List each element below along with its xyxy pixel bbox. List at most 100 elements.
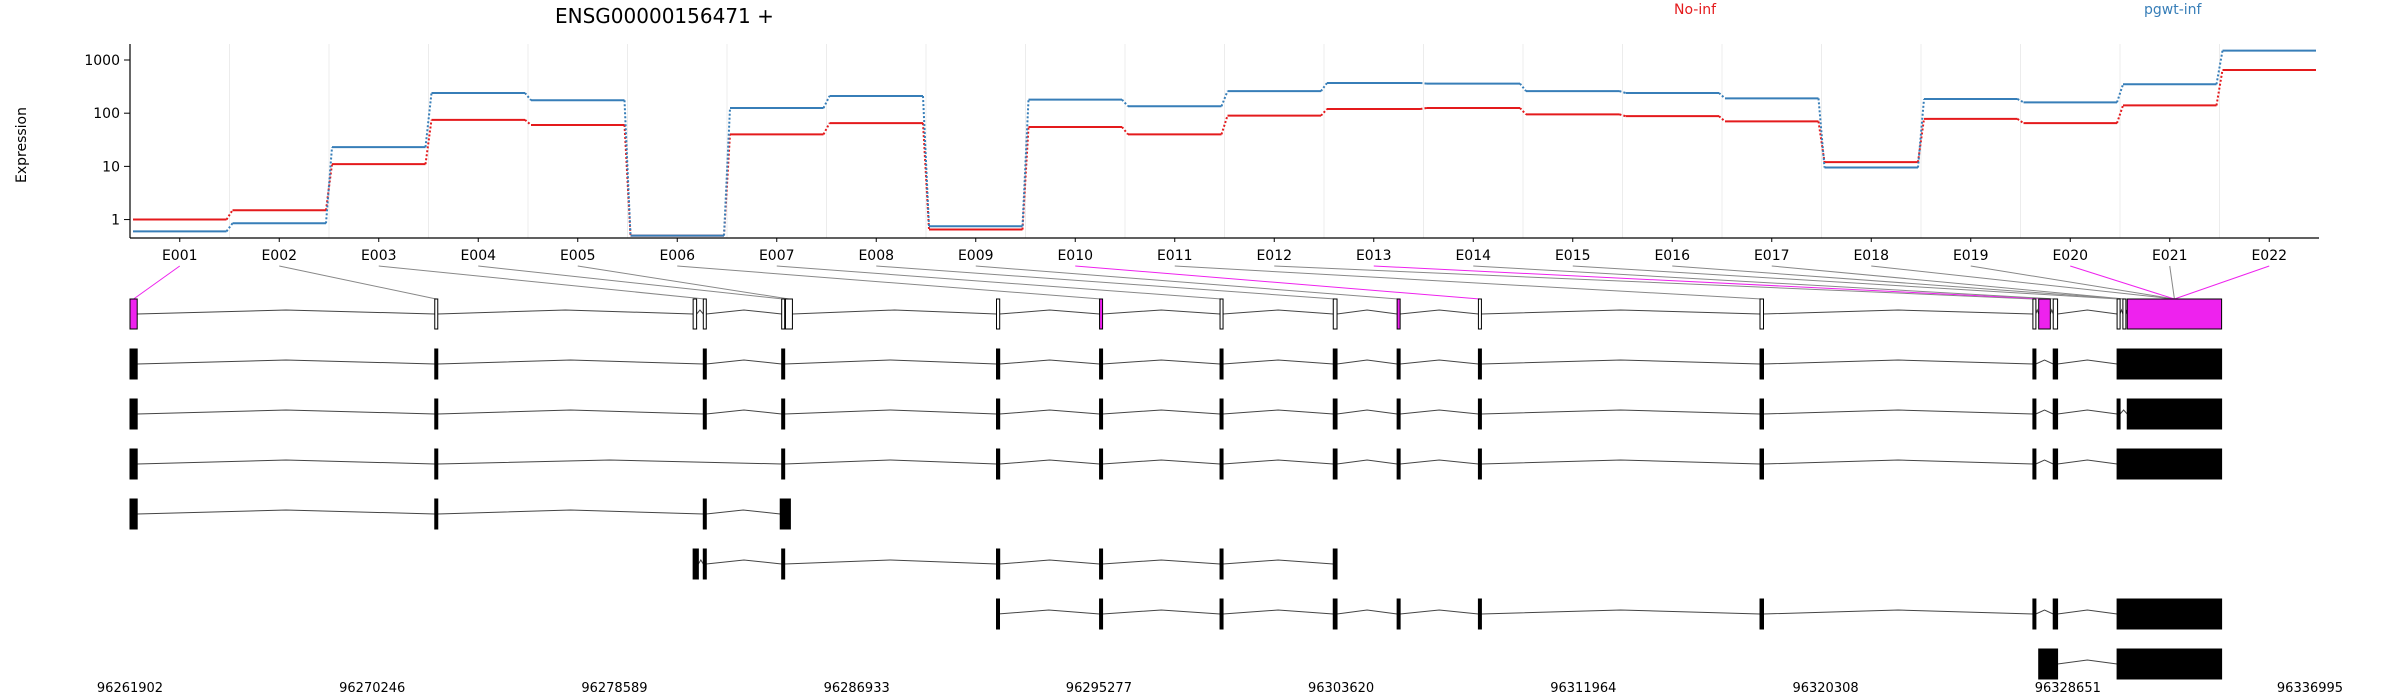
x-tick-label: E014 [1455, 248, 1491, 264]
intron-line [1481, 359, 1761, 365]
intron-line [137, 309, 435, 315]
chart-title: ENSG00000156471 + [555, 4, 774, 28]
exon-block [1332, 398, 1338, 430]
intron-line [2035, 459, 2054, 465]
exon-box [2116, 298, 2121, 330]
intron-line [1763, 409, 2033, 415]
series-connector [723, 107, 731, 236]
exon-block [1219, 548, 1224, 580]
series-connector [325, 147, 333, 224]
exon-block [2116, 348, 2223, 380]
series-connector [1718, 115, 1726, 123]
intron-line [437, 509, 704, 515]
exon-block [1396, 398, 1401, 430]
intron-line [1336, 359, 1398, 365]
intron-line [2057, 609, 2118, 615]
x-tick-label: E016 [1654, 248, 1690, 264]
exon-block [781, 348, 786, 380]
transcript [129, 498, 791, 530]
exon-block [1759, 598, 1764, 630]
x-tick-label: E022 [2251, 248, 2287, 264]
series-connector [424, 119, 433, 165]
exon-connector [1572, 265, 2119, 300]
exon-connector [1970, 265, 2175, 300]
intron-line [2035, 359, 2054, 365]
exon-block [434, 448, 439, 480]
exon-box [1759, 298, 1764, 330]
exon-box [2122, 298, 2127, 330]
series-connector [922, 96, 930, 227]
intron-line [2057, 409, 2118, 415]
x-tick-label: E004 [460, 248, 496, 264]
x-tick-label: E018 [1853, 248, 1889, 264]
series-connector [1817, 98, 1826, 168]
x-tick-label: E019 [1953, 248, 1989, 264]
x-tick-label: E005 [560, 248, 596, 264]
intron-line [1102, 459, 1221, 465]
exon-block [1396, 348, 1401, 380]
exon-block [1099, 548, 1104, 580]
series-connector [524, 119, 532, 126]
reference-track [129, 298, 2223, 330]
series-connector [1917, 118, 1925, 163]
intron-line [1481, 409, 1761, 415]
exon-connector [975, 265, 1399, 300]
intron-line [1102, 609, 1221, 615]
series-connector [2215, 69, 2224, 106]
series-connector [225, 209, 234, 221]
intron-line [999, 559, 1100, 565]
intron-line [2119, 409, 2128, 415]
intron-line [1222, 309, 1334, 315]
exon-box [1099, 298, 1104, 330]
x-tick-label: E015 [1555, 248, 1591, 264]
intron-line [1336, 459, 1398, 465]
exon-block [129, 348, 138, 380]
exon-block [692, 548, 699, 580]
exon-block [129, 498, 138, 530]
exon-connector [1771, 265, 2125, 300]
intron-line [1102, 309, 1221, 315]
intron-line [1763, 359, 2033, 365]
intron-line [1222, 459, 1334, 465]
x-tick-label: E007 [759, 248, 795, 264]
exon-block [2116, 648, 2223, 680]
series-connector [2215, 50, 2224, 85]
plot-area: 1 10 100 1000 E001 E002 E003 E004 E005 E006 E007 E0… [84, 44, 2319, 264]
intron-line [697, 559, 704, 565]
exon-block [2126, 398, 2223, 430]
exon-connector [1672, 265, 2125, 300]
series-connector [1917, 98, 1925, 168]
exon-block [2052, 598, 2059, 630]
intron-line [1399, 359, 1479, 365]
exon-block [2038, 648, 2059, 680]
intron-line [2057, 459, 2118, 465]
intron-line [2035, 409, 2054, 415]
exon-connector [279, 265, 437, 300]
exon-connector [1274, 265, 2035, 300]
x-tick-label: E017 [1754, 248, 1790, 264]
exon-block [1219, 448, 1224, 480]
intron-line [784, 409, 997, 415]
intron-line [1336, 409, 1398, 415]
intron-line [706, 359, 782, 365]
exon-block [434, 348, 439, 380]
series-connector [1519, 107, 1527, 116]
x-tick-label: E003 [361, 248, 397, 264]
intron-line [1763, 609, 2033, 615]
intron-line [1222, 609, 1334, 615]
transcript [996, 598, 2223, 630]
intron-line [137, 509, 435, 515]
exon-connector [478, 265, 784, 300]
exon-block [1396, 448, 1401, 480]
series-connector [2016, 118, 2025, 124]
exon-block [129, 398, 138, 430]
exon-block [1332, 548, 1338, 580]
x-tick-label: E001 [162, 248, 198, 264]
series-connector [1817, 121, 1826, 163]
x-tick-label: E008 [858, 248, 894, 264]
exon-block [2032, 398, 2037, 430]
series-connector [1320, 108, 1328, 117]
series-connector [1718, 92, 1726, 100]
coordinate-label: 96311964 [1550, 681, 1616, 696]
series-connector [1619, 90, 1626, 94]
